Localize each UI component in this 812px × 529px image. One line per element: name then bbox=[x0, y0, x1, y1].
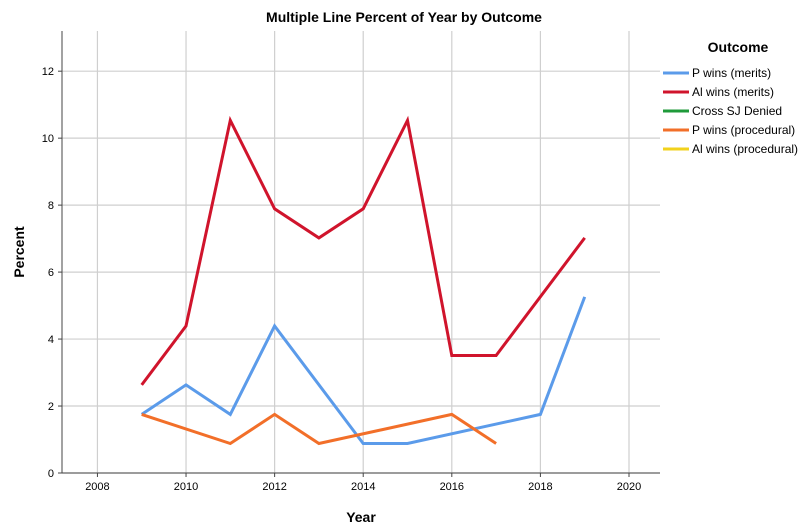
legend-label: P wins (procedural) bbox=[692, 123, 795, 137]
y-tick-label: 4 bbox=[48, 334, 54, 346]
series-line-1 bbox=[140, 296, 587, 445]
legend-label: Cross SJ Denied bbox=[692, 104, 782, 118]
x-tick-label: 2010 bbox=[174, 481, 198, 493]
legend-label: Al wins (procedural) bbox=[692, 142, 798, 156]
series-line-4 bbox=[141, 412, 497, 446]
legend-title: Outcome bbox=[708, 39, 769, 55]
y-tick-label: 10 bbox=[42, 133, 54, 145]
x-tick-label: 2016 bbox=[440, 481, 464, 493]
x-tick-label: 2012 bbox=[262, 481, 286, 493]
legend-label: P wins (merits) bbox=[692, 66, 771, 80]
x-tick-label: 2008 bbox=[85, 481, 109, 493]
x-tick-labels: 2008 2010 2012 2014 2016 2018 2020 bbox=[85, 473, 641, 493]
y-tick-label: 0 bbox=[48, 468, 54, 480]
y-tick-label: 8 bbox=[48, 200, 54, 212]
grid bbox=[62, 31, 660, 474]
legend-label: Al wins (merits) bbox=[692, 85, 774, 99]
legend: Outcome P wins (merits) Al wins (merits) C… bbox=[663, 39, 798, 156]
axes bbox=[61, 31, 660, 474]
y-tick-label: 12 bbox=[42, 66, 54, 78]
y-tick-label: 2 bbox=[48, 401, 54, 413]
x-tick-label: 2018 bbox=[528, 481, 552, 493]
chart-title: Multiple Line Percent of Year by Outcome bbox=[266, 9, 542, 25]
x-axis-label: Year bbox=[346, 509, 376, 525]
y-tick-label: 6 bbox=[48, 267, 54, 279]
series-line-2 bbox=[140, 115, 586, 386]
series-layer bbox=[140, 115, 587, 446]
y-axis-label: Percent bbox=[11, 226, 27, 278]
x-tick-label: 2020 bbox=[617, 481, 641, 493]
y-tick-labels: 0 2 4 6 8 10 12 bbox=[42, 66, 62, 480]
x-tick-label: 2014 bbox=[351, 481, 375, 493]
